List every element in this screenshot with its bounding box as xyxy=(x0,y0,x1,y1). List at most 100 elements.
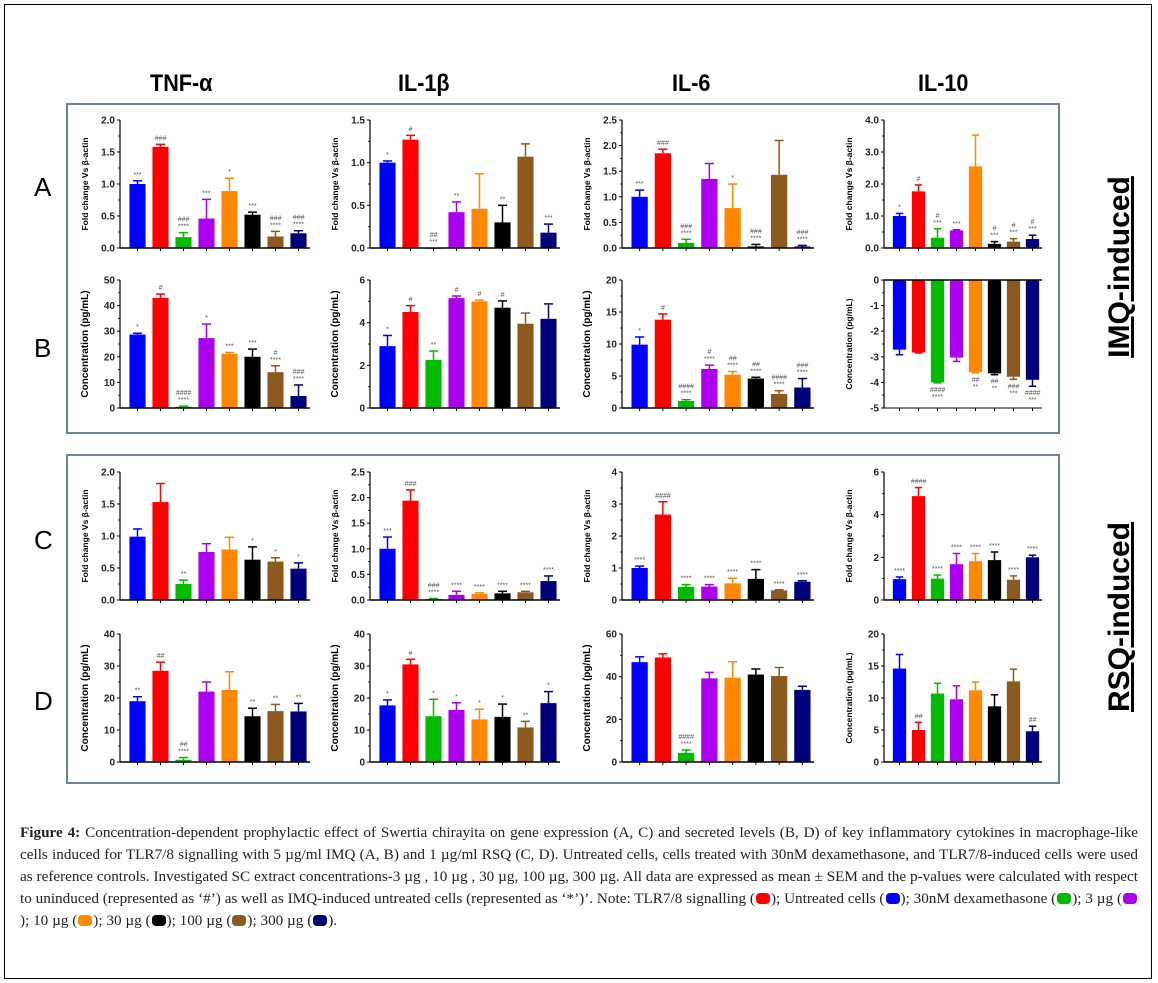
error-bar xyxy=(543,303,554,319)
bar-tlr7-8 xyxy=(152,146,169,248)
column-title-il6: IL-6 xyxy=(672,70,711,97)
significance-label: ** xyxy=(500,196,506,203)
bar-untreated xyxy=(129,701,146,762)
bar-untreated xyxy=(379,162,396,248)
significance-label: **** xyxy=(774,382,785,389)
error-bar xyxy=(933,682,942,694)
bar-dexamethasone xyxy=(677,586,695,600)
y-tick-label: 1.0 xyxy=(351,544,365,555)
bar-dexamethasone xyxy=(175,584,192,600)
error-bar xyxy=(543,575,554,582)
error-bar xyxy=(132,180,143,184)
significance-label: **** xyxy=(681,741,692,748)
legend-label: 10 µg ( xyxy=(29,912,78,929)
significance-label: * xyxy=(478,700,481,707)
error-bar xyxy=(247,707,258,717)
significance-label: ** xyxy=(273,695,279,702)
bar-3-g xyxy=(448,298,465,408)
significance-label: ### xyxy=(155,135,167,142)
significance-label: **** xyxy=(750,561,761,568)
bar-3-g xyxy=(949,564,964,600)
y-tick-label: 1.5 xyxy=(351,116,365,127)
bar-dexamethasone xyxy=(930,280,945,383)
bar-30-g xyxy=(244,356,261,408)
y-tick-label: 0.0 xyxy=(351,596,365,607)
chart-C-TNF: Fold change Vs β-actin0.00.51.01.52.0***… xyxy=(80,468,310,607)
bar-300-g xyxy=(1025,557,1040,600)
bar-300-g xyxy=(290,711,307,762)
chart-D-IL10: Concentration (pg/mL) 0 5 10 15 20 ## ## xyxy=(844,630,1042,769)
bar-dexamethasone xyxy=(425,360,442,408)
y-tick-label: 1.5 xyxy=(603,167,617,178)
error-bar xyxy=(497,590,508,594)
y-tick-label: 2.0 xyxy=(865,180,879,191)
bar-300-g xyxy=(794,581,811,600)
error-bar xyxy=(990,240,999,244)
bar-dexamethasone xyxy=(930,237,945,248)
significance-label: # xyxy=(917,176,921,183)
error-bar xyxy=(797,580,807,582)
significance-label: # xyxy=(409,650,413,657)
y-tick-label: 0.0 xyxy=(603,244,617,255)
bar-300-g xyxy=(290,233,307,248)
y-tick-label: 20 xyxy=(606,276,618,287)
error-bar xyxy=(270,703,281,712)
legend-item: 300 µg (). xyxy=(257,912,337,929)
significance-label: * xyxy=(386,326,389,333)
chart-A-TNF: Fold change Vs β-actin0.00.51.01.52.0***… xyxy=(80,116,310,255)
significance-label: * xyxy=(274,549,277,556)
bar-untreated xyxy=(892,668,907,762)
error-bar xyxy=(704,162,714,179)
y-axis-label: Concentration (pg/mL) xyxy=(582,290,593,397)
legend-separator: ); xyxy=(166,912,176,929)
y-tick-label: -3 xyxy=(870,352,879,363)
error-bar xyxy=(1009,575,1018,580)
bar-300-g xyxy=(794,387,811,408)
y-tick-label: 0.5 xyxy=(351,201,365,212)
significance-label: ## xyxy=(430,232,438,239)
bar-10-g xyxy=(968,166,983,248)
bar-10-g xyxy=(968,280,983,373)
y-axis-label: Fold change Vs β-actin xyxy=(330,489,340,582)
significance-label: **** xyxy=(750,368,761,375)
caption-label: Figure 4: xyxy=(20,824,81,841)
bar-100-g xyxy=(517,592,534,600)
error-bar xyxy=(635,336,645,345)
bar-300-g xyxy=(1025,731,1040,762)
error-bar xyxy=(658,653,668,658)
error-bar xyxy=(895,212,904,216)
bar-100-g xyxy=(1006,681,1021,762)
significance-label: #### xyxy=(678,734,694,741)
error-bar xyxy=(751,243,761,247)
y-tick-label: 6 xyxy=(873,468,879,479)
error-bar xyxy=(635,189,645,197)
error-bar xyxy=(1009,668,1018,682)
column-title-il10: IL-10 xyxy=(918,70,969,97)
error-bar xyxy=(952,552,961,565)
error-bar xyxy=(520,720,531,728)
significance-label: **** xyxy=(797,370,808,377)
error-bar xyxy=(247,348,258,357)
error-bar xyxy=(914,486,923,497)
bar-untreated xyxy=(129,536,146,600)
y-axis-label: Concentration (pg/mL) xyxy=(330,290,341,397)
significance-label: **** xyxy=(970,544,981,551)
bar-3-g xyxy=(949,280,964,358)
significance-label: **** xyxy=(774,581,785,588)
bar-300-g xyxy=(794,689,811,762)
y-tick-label: 4 xyxy=(873,510,879,521)
error-bar xyxy=(270,230,281,237)
error-bar xyxy=(270,557,281,562)
significance-label: *** xyxy=(544,215,552,222)
legend-swatch xyxy=(755,893,770,904)
significance-label: # xyxy=(455,287,459,294)
bar-10-g xyxy=(724,374,741,408)
bar-dexamethasone xyxy=(175,237,192,248)
error-bar xyxy=(155,482,166,503)
y-tick-label: -4 xyxy=(870,378,879,389)
error-bar xyxy=(224,536,235,550)
significance-label: # xyxy=(661,305,665,312)
y-axis-label: Concentration (pg/mL) xyxy=(844,652,854,743)
significance-label: **** xyxy=(932,394,943,401)
error-bar xyxy=(658,501,668,515)
